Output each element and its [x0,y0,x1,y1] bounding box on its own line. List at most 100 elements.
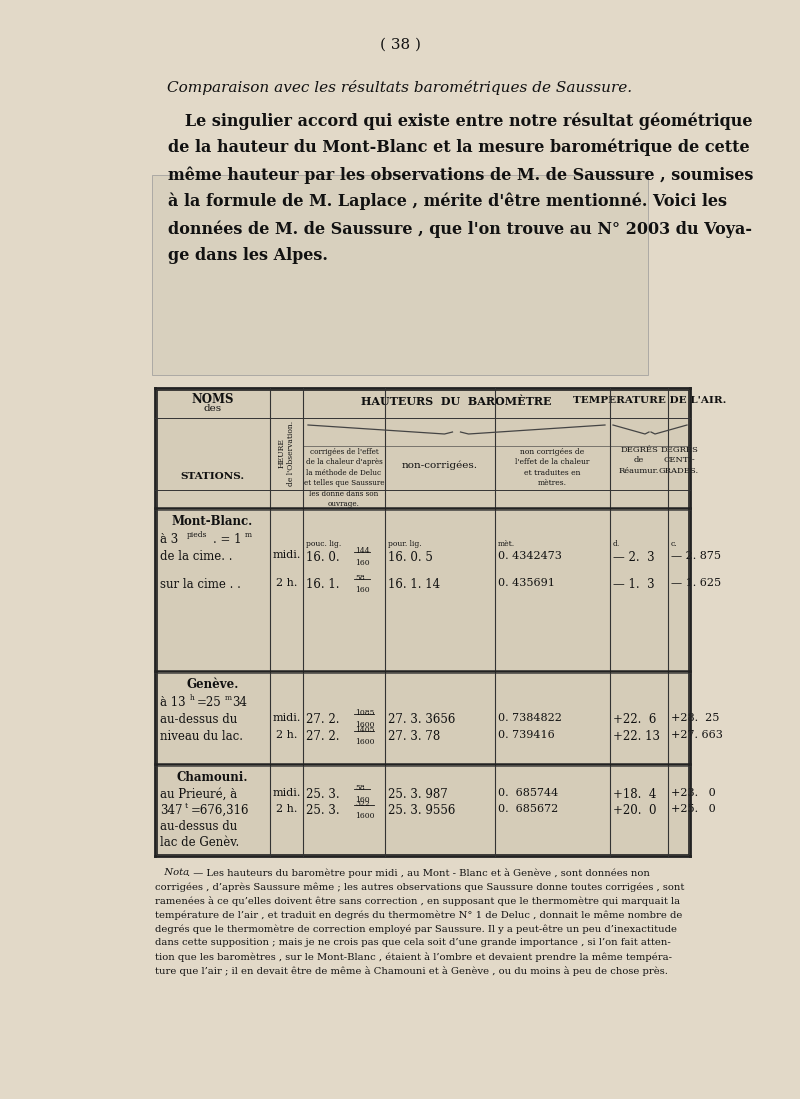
Text: 1085: 1085 [355,709,374,717]
Text: +22.  6: +22. 6 [613,713,656,726]
Text: niveau du lac.: niveau du lac. [160,730,243,743]
Text: m: m [225,693,232,702]
Text: 16. 0.: 16. 0. [306,551,340,564]
Text: — 2. 875: — 2. 875 [671,551,721,560]
Text: ture que l’air ; il en devait être de même à Chamouni et à Genève , ou du moins : ture que l’air ; il en devait être de mê… [155,966,668,976]
Text: à 13: à 13 [160,696,186,709]
Text: 160: 160 [355,586,370,593]
Text: sur la cime . .: sur la cime . . [160,578,241,591]
Text: +25.   0: +25. 0 [671,804,716,814]
Text: 27. 2.: 27. 2. [306,730,339,743]
Text: 0. 435691: 0. 435691 [498,578,555,588]
Text: 34: 34 [232,696,247,709]
Text: Genève.: Genève. [186,678,238,691]
Text: 25. 3. 987: 25. 3. 987 [388,788,448,801]
Text: . — Les hauteurs du baromètre pour midi , au Mont - Blanc et à Genève , sont don: . — Les hauteurs du baromètre pour midi … [187,868,650,878]
Text: midi.: midi. [272,788,301,798]
Text: t: t [185,802,188,810]
Text: 0.  685744: 0. 685744 [498,788,558,798]
Text: +27. 663: +27. 663 [671,730,723,740]
Text: 25. 3.: 25. 3. [306,788,340,801]
Text: non corrigées de
l'effet de la chaleur
et traduites en
mètres.: non corrigées de l'effet de la chaleur e… [515,448,590,487]
Text: DEGRÉS
de
Réaumur.: DEGRÉS de Réaumur. [619,446,659,475]
Text: non-corrigées.: non-corrigées. [402,460,478,469]
Text: h: h [190,693,195,702]
Text: 25. 3. 9556: 25. 3. 9556 [388,804,455,817]
Text: 27. 2.: 27. 2. [306,713,339,726]
Text: 144: 144 [355,547,370,555]
Text: lac de Genèv.: lac de Genèv. [160,836,239,850]
Text: NOMS: NOMS [191,393,234,406]
Text: mèt.: mèt. [498,540,515,548]
Text: température de l’air , et traduit en degrés du thermomètre N° 1 de Deluc , donna: température de l’air , et traduit en deg… [155,910,682,920]
Text: ramenées à ce qu’elles doivent être sans correction , en supposant que le thermo: ramenées à ce qu’elles doivent être sans… [155,896,680,906]
Text: à la formule de M. Laplace , mérite d'être mentionné. Voici les: à la formule de M. Laplace , mérite d'êt… [168,193,727,211]
Text: Comparaison avec les résultats barométriques de Saussure.: Comparaison avec les résultats barométri… [167,80,633,95]
Text: +20.  0: +20. 0 [613,804,657,817]
Text: TEMPERATURE DE L'AIR.: TEMPERATURE DE L'AIR. [574,396,726,406]
Text: 16. 1. 14: 16. 1. 14 [388,578,440,591]
Bar [155,388,690,856]
Text: 160: 160 [355,796,370,804]
Text: données de M. de Saussure , que l'on trouve au N° 2003 du Voya-: données de M. de Saussure , que l'on tro… [168,220,752,237]
Text: c.: c. [671,540,678,548]
Text: 16. 0. 5: 16. 0. 5 [388,551,433,564]
Text: 0.  685672: 0. 685672 [498,804,558,814]
Text: 2 h.: 2 h. [276,730,297,740]
Text: Chamouni.: Chamouni. [177,771,248,784]
Text: corrigées , d’après Saussure même ; les autres observations que Saussure donne t: corrigées , d’après Saussure même ; les … [155,882,684,891]
Text: dans cette supposition ; mais je ne crois pas que cela soit d’une grande importa: dans cette supposition ; mais je ne croi… [155,939,670,947]
Text: 2 h.: 2 h. [276,578,297,588]
Text: d.: d. [613,540,620,548]
Text: au-dessus du: au-dessus du [160,713,238,726]
Text: de la hauteur du Mont-Blanc et la mesure barométrique de cette: de la hauteur du Mont-Blanc et la mesure… [168,138,750,156]
Text: =676,316: =676,316 [191,804,250,817]
Text: pouc. lig.: pouc. lig. [306,540,342,548]
Text: midi.: midi. [272,550,301,560]
Text: Le singulier accord qui existe entre notre résultat géométrique: Le singulier accord qui existe entre not… [168,112,753,130]
Text: 25. 3.: 25. 3. [306,804,340,817]
Text: Mont-Blanc.: Mont-Blanc. [172,515,253,528]
Text: au Prieuré, à: au Prieuré, à [160,788,237,801]
Text: 1600: 1600 [355,721,374,729]
Text: 160: 160 [355,559,370,567]
Text: +23.   0: +23. 0 [671,788,716,798]
Text: . = 1: . = 1 [213,533,242,546]
Text: Nota: Nota [155,868,189,877]
Text: tion que les baromètres , sur le Mont-Blanc , étaient à l’ombre et devaient pren: tion que les baromètres , sur le Mont-Bl… [155,952,672,962]
Text: des: des [203,404,222,413]
Text: 27. 3. 3656: 27. 3. 3656 [388,713,455,726]
Text: 0. 739416: 0. 739416 [498,730,554,740]
Text: — 1. 625: — 1. 625 [671,578,721,588]
Text: midi.: midi. [272,713,301,723]
Text: 16. 1.: 16. 1. [306,578,339,591]
Text: 58: 58 [355,574,365,582]
Text: — 2.  3: — 2. 3 [613,551,654,564]
Text: 2 h.: 2 h. [276,804,297,814]
Text: 322: 322 [355,800,370,808]
Text: pour. lig.: pour. lig. [388,540,422,548]
Text: même hauteur par les observations de M. de Saussure , soumises: même hauteur par les observations de M. … [168,166,754,184]
Text: ge dans les Alpes.: ge dans les Alpes. [168,247,328,264]
Text: de la cime. .: de la cime. . [160,550,233,563]
Text: 58: 58 [355,784,365,792]
Text: 1405: 1405 [355,726,374,734]
Text: à 3: à 3 [160,533,178,546]
Text: 27. 3. 78: 27. 3. 78 [388,730,440,743]
Text: DEGRÉS
CENTI-
GRADES.: DEGRÉS CENTI- GRADES. [659,446,699,475]
Text: degrés que le thermomètre de correction employé par Saussure. Il y a peut-être u: degrés que le thermomètre de correction … [155,924,677,933]
Text: HEURE
de l'Observation.: HEURE de l'Observation. [278,421,295,486]
Text: HAUTEURS  DU  BAROMÈTRE: HAUTEURS DU BAROMÈTRE [362,396,552,407]
Text: — 1.  3: — 1. 3 [613,578,654,591]
Text: STATIONS.: STATIONS. [181,471,245,481]
Text: corrigées de l'effet
de la chaleur d'après
la méthode de Deluc
et telles que Sau: corrigées de l'effet de la chaleur d'apr… [304,448,384,508]
Text: +28.  25: +28. 25 [671,713,719,723]
Text: m: m [245,531,252,539]
Text: =25: =25 [197,696,222,709]
Bar [152,175,648,375]
Text: +18.  4: +18. 4 [613,788,656,801]
Text: 1600: 1600 [355,812,374,820]
Text: 0. 7384822: 0. 7384822 [498,713,562,723]
Text: 0. 4342473: 0. 4342473 [498,551,562,560]
Text: ( 38 ): ( 38 ) [379,38,421,52]
